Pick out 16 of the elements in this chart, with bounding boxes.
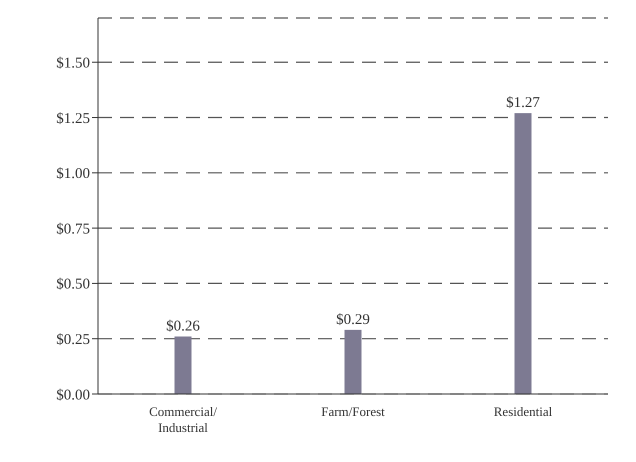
bar xyxy=(344,330,362,394)
y-tick-label: $0.00 xyxy=(56,387,90,404)
y-tick-label: $1.00 xyxy=(56,166,90,182)
data-label: $0.26 xyxy=(166,318,200,334)
y-tick-label: $0.25 xyxy=(56,332,90,348)
bar xyxy=(174,336,192,394)
x-tick-label: Farm/Forest xyxy=(321,404,386,419)
x-tick-label: Commercial/Industrial xyxy=(149,404,218,435)
y-tick-label: $1.50 xyxy=(56,56,90,72)
y-tick-label: $0.75 xyxy=(56,221,90,238)
data-label: $1.27 xyxy=(506,95,540,112)
y-tick-label: $1.25 xyxy=(56,110,90,127)
data-label: $0.29 xyxy=(336,312,370,328)
y-tick-label: $0.50 xyxy=(56,276,90,293)
x-tick-label: Residential xyxy=(494,404,553,419)
bar xyxy=(514,113,532,394)
